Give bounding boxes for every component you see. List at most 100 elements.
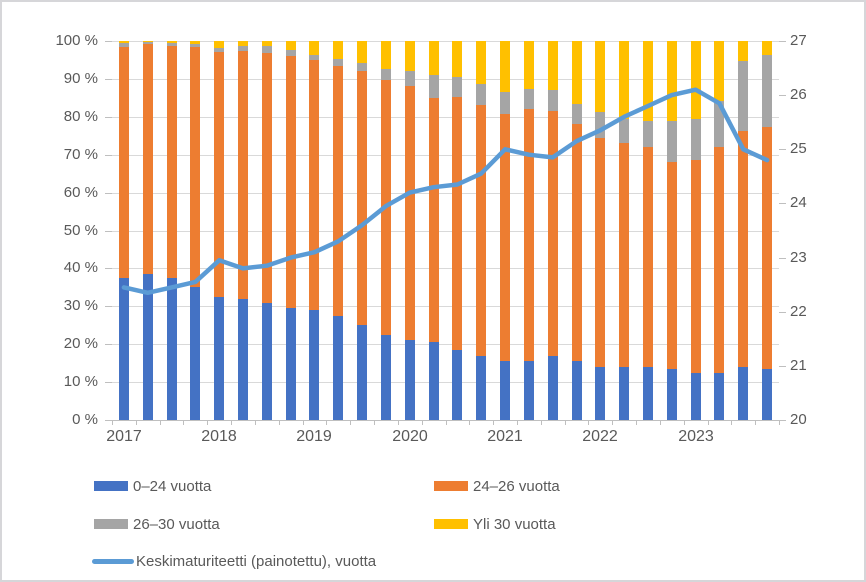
left-axis-label-70: 70 % [63, 146, 98, 163]
left-tick [105, 193, 112, 194]
left-tick [105, 268, 112, 269]
segment-series-1 [690, 159, 701, 373]
segment-series-1 [357, 71, 368, 326]
segment-series-2 [595, 111, 606, 138]
segment-series-1 [238, 51, 249, 299]
gridline-70 [112, 155, 779, 156]
segment-series-0 [523, 361, 534, 420]
right-tick [779, 41, 786, 42]
segment-series-1 [762, 127, 773, 369]
left-tick [105, 79, 112, 80]
x-tick [731, 420, 732, 425]
x-tick [708, 420, 709, 425]
gridline-30 [112, 306, 779, 307]
segment-series-0 [428, 342, 439, 420]
x-tick [207, 420, 208, 425]
segment-series-3 [547, 41, 558, 90]
segment-series-3 [118, 41, 129, 43]
segment-series-2 [404, 70, 415, 87]
segment-series-0 [333, 315, 344, 420]
segment-series-0 [309, 310, 320, 420]
segment-series-0 [762, 368, 773, 420]
bar-2017-Q4 [190, 41, 201, 420]
bar-2023-Q3 [738, 41, 749, 420]
x-tick [398, 420, 399, 425]
segment-series-0 [690, 372, 701, 420]
segment-series-0 [357, 325, 368, 420]
x-tick [612, 420, 613, 425]
segment-series-3 [428, 41, 439, 76]
segment-series-0 [714, 372, 725, 420]
x-axis-label-2018: 2018 [201, 428, 237, 445]
segment-series-2 [762, 54, 773, 128]
segment-series-3 [619, 41, 630, 120]
segment-series-3 [190, 41, 201, 44]
bar-2021-Q3 [547, 41, 558, 420]
bar-2018-Q3 [261, 41, 272, 420]
legend-item-yli-30: Yli 30 vuotta [434, 514, 556, 534]
segment-series-1 [190, 47, 201, 288]
x-tick [183, 420, 184, 425]
segment-series-0 [666, 368, 677, 420]
legend-label-26-30: 26–30 vuotta [133, 515, 220, 533]
segment-series-0 [238, 298, 249, 420]
segment-series-3 [738, 41, 749, 62]
segment-series-1 [642, 147, 653, 367]
right-tick [779, 149, 786, 150]
x-axis-label-2023: 2023 [678, 428, 714, 445]
legend-label-0-24: 0–24 vuotta [133, 477, 212, 495]
x-axis-label-2020: 2020 [392, 428, 428, 445]
left-axis-label-90: 90 % [63, 70, 98, 87]
segment-series-0 [452, 349, 463, 420]
segment-series-3 [166, 41, 177, 43]
gridline-90 [112, 79, 779, 80]
x-tick [350, 420, 351, 425]
segment-series-3 [642, 41, 653, 121]
segment-series-3 [285, 41, 296, 51]
bar-2017-Q1 [118, 41, 129, 420]
segment-series-2 [238, 46, 249, 52]
segment-series-1 [619, 142, 630, 367]
segment-series-2 [690, 119, 701, 160]
legend-swatch-0-24 [94, 481, 128, 491]
segment-series-0 [118, 277, 129, 420]
x-tick [422, 420, 423, 425]
segment-series-3 [762, 41, 773, 55]
segment-series-2 [452, 77, 463, 98]
x-tick [636, 420, 637, 425]
bar-2022-Q1 [595, 41, 606, 420]
left-axis-label-30: 30 % [63, 297, 98, 314]
left-axis-label-50: 50 % [63, 222, 98, 239]
segment-series-2 [523, 88, 534, 109]
segment-series-1 [547, 111, 558, 356]
x-axis-label-2019: 2019 [296, 428, 332, 445]
segment-series-1 [452, 97, 463, 350]
right-tick [779, 203, 786, 204]
segment-series-2 [118, 42, 129, 47]
left-axis-label-80: 80 % [63, 108, 98, 125]
segment-series-0 [190, 287, 201, 420]
right-axis-label-22: 22 [790, 303, 807, 320]
average-maturity-line [121, 87, 770, 296]
left-tick [105, 344, 112, 345]
x-tick [493, 420, 494, 425]
gridline-20 [112, 344, 779, 345]
segment-series-0 [380, 334, 391, 420]
segment-series-0 [619, 366, 630, 420]
x-tick [565, 420, 566, 425]
bar-2019-Q2 [333, 41, 344, 420]
x-tick [326, 420, 327, 425]
segment-series-3 [500, 41, 511, 93]
right-axis-label-20: 20 [790, 411, 807, 428]
segment-series-1 [214, 51, 225, 297]
bar-2022-Q3 [642, 41, 653, 420]
gridline-60 [112, 193, 779, 194]
left-axis-label-0: 0 % [72, 411, 98, 428]
legend-swatch-24-26 [434, 481, 468, 491]
segment-series-2 [142, 42, 153, 45]
bar-2020-Q1 [404, 41, 415, 420]
x-tick [112, 420, 113, 425]
segment-series-0 [642, 366, 653, 420]
left-tick [105, 231, 112, 232]
